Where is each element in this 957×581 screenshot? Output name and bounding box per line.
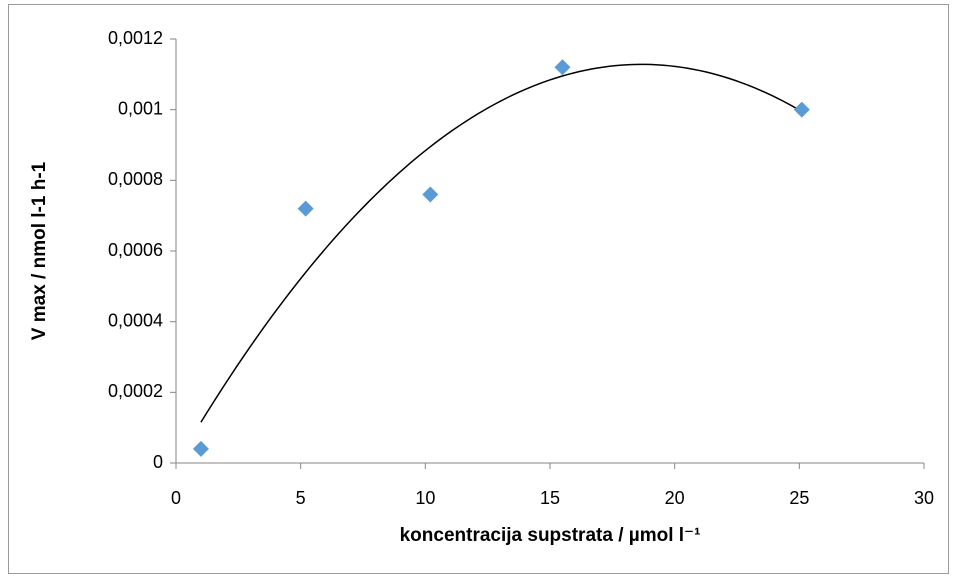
y-tick-label: 0,001 [118,98,163,118]
trendline [200,63,803,423]
y-tick-label: 0,0006 [108,240,163,260]
data-point [422,186,439,203]
y-tick-label: 0,0008 [108,169,163,189]
x-tick-label: 0 [171,488,181,508]
chart-frame [8,4,949,574]
data-point [793,101,810,118]
y-tick-label: 0,0002 [108,381,163,401]
x-tick-label: 25 [789,488,809,508]
x-tick-label: 30 [914,488,934,508]
y-tick-label: 0 [153,452,163,472]
y-axis-title: V max / nmol l-1 h-1 [29,161,50,340]
x-axis-title: koncentracija supstrata / µmol l⁻¹ [400,525,701,546]
data-point [297,200,314,217]
x-tick-label: 20 [665,488,685,508]
x-tick-label: 15 [540,488,560,508]
y-tick-label: 0,0004 [108,310,163,330]
y-tick-label: 0,0012 [108,28,163,48]
data-point [192,440,209,457]
data-point [554,59,571,76]
x-tick-label: 10 [415,488,435,508]
x-tick-label: 5 [296,488,306,508]
